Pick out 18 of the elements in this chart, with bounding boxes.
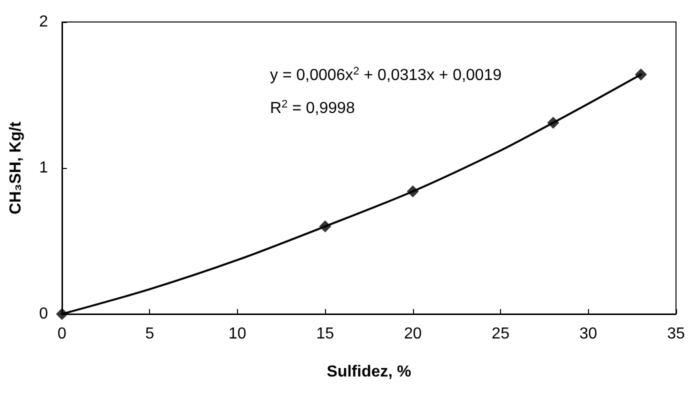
point [406,185,419,198]
y-tick-label: 0 [39,306,48,322]
x-axis-title: Sulfidez, % [326,364,412,380]
point [319,220,332,232]
point [547,116,560,129]
x-tick-label: 25 [492,326,510,342]
point [56,308,68,320]
x-tick-label: 35 [667,326,685,342]
point [634,68,647,81]
x-tick-label: 10 [228,326,246,342]
y-axis-title: CH₃SH, Kg/t [8,120,24,214]
y-tick-label: 2 [39,14,48,30]
x-tick-label: 5 [145,326,154,342]
x-tick-label: 15 [316,326,334,342]
x-tick-label: 0 [58,326,67,342]
x-tick-label: 30 [579,326,598,342]
x-tick-label: 20 [404,326,422,342]
y-tick-label: 1 [39,160,48,176]
